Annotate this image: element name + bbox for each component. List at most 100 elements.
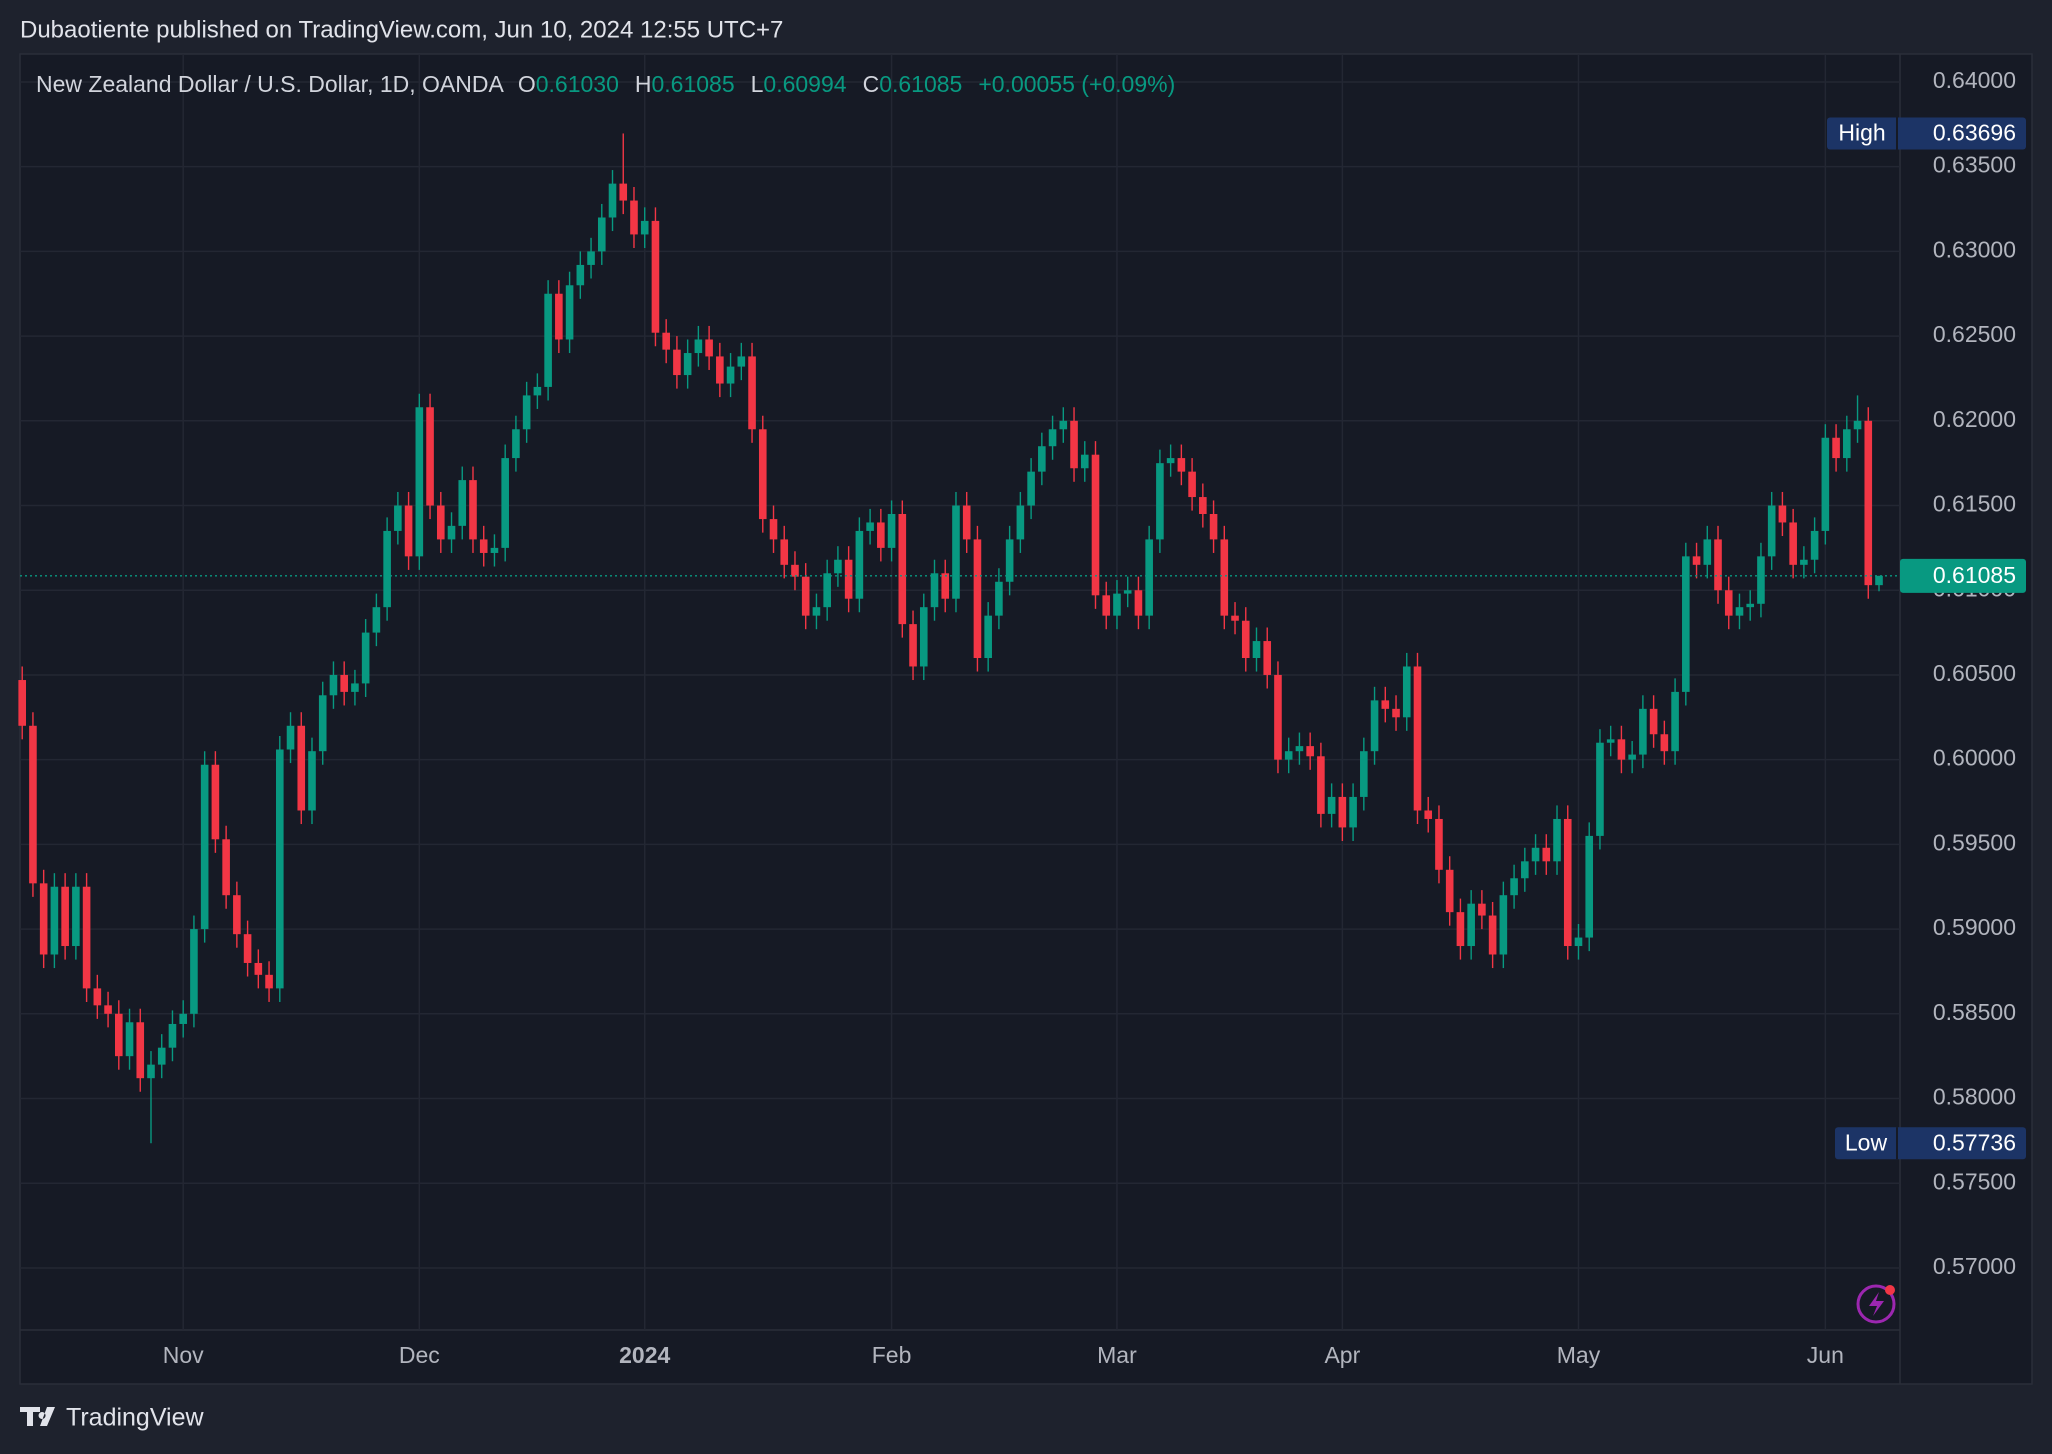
candle-body [587, 251, 595, 265]
icon-bolt[interactable] [1869, 1292, 1884, 1316]
last-price-tag [1900, 558, 2026, 593]
candle-body [415, 407, 424, 557]
candle-body [1091, 454, 1100, 596]
candle-body [1317, 756, 1325, 814]
icon-badge [1885, 1285, 1895, 1295]
candle-body [1080, 454, 1089, 469]
candle-body [1145, 539, 1153, 616]
candle-body [855, 530, 864, 599]
candle-body [286, 725, 295, 750]
candle-body [179, 1013, 187, 1024]
x-tick-label: Nov [163, 1342, 204, 1368]
candle-body [1199, 497, 1207, 514]
brand[interactable]: TradingView [20, 1404, 205, 1432]
candle-body [18, 680, 26, 726]
candle-body [1220, 539, 1229, 616]
candle-body [555, 293, 563, 340]
candle-body [447, 525, 456, 540]
candle-body [1284, 751, 1293, 760]
candle-body [308, 751, 316, 811]
candle-body [340, 674, 348, 692]
candle-body [1338, 796, 1347, 828]
candle-body [1295, 746, 1304, 752]
candle-body [1467, 903, 1475, 947]
candle-body [436, 505, 445, 540]
legend-value: 0.60994 [763, 71, 846, 97]
y-tick-label: 0.57500 [1933, 1168, 2016, 1194]
candle-body [222, 839, 230, 896]
candle-body [941, 573, 950, 599]
candle-body [1274, 674, 1282, 760]
candle-body [233, 895, 241, 935]
candle-body [297, 725, 306, 811]
candle-body [1456, 912, 1465, 947]
candle-body [1070, 420, 1078, 469]
candle-body [383, 530, 391, 608]
candle-body [501, 458, 509, 548]
y-tick-label: 0.59500 [1933, 829, 2016, 855]
candle-body [533, 386, 542, 396]
x-tick-label: Jun [1807, 1342, 1844, 1368]
candle-body [458, 480, 467, 526]
candle-body [361, 632, 370, 684]
candle-body [758, 429, 767, 520]
candle-body [1789, 522, 1797, 565]
candle-body [877, 522, 885, 548]
y-tick-label: 0.58000 [1933, 1084, 2016, 1110]
candle-body [318, 695, 327, 752]
candle-body [984, 615, 992, 659]
candle-body [1563, 818, 1572, 947]
candle-body [1724, 590, 1733, 616]
candles [18, 133, 1883, 1144]
y-tick-label: 0.62500 [1933, 321, 2016, 347]
candle-body [1177, 458, 1186, 472]
candle-body [866, 522, 874, 531]
candle-body [769, 519, 778, 540]
candle-body [190, 929, 198, 1014]
candle-body [1005, 539, 1014, 582]
candle-body [962, 505, 971, 540]
candle-body [930, 573, 939, 608]
candle-body [630, 200, 638, 235]
candle-body [1156, 463, 1164, 540]
candle-body [243, 934, 252, 963]
candle-body [82, 886, 91, 989]
candle-body [1703, 539, 1712, 565]
candle-body [737, 356, 746, 367]
candle-body [1027, 471, 1035, 506]
candle-body [1113, 593, 1121, 616]
candle-body [351, 683, 359, 692]
y-tick-label: 0.63500 [1933, 152, 2016, 178]
candle-body [791, 564, 799, 577]
icon-ring[interactable] [1856, 1284, 1896, 1324]
brand-logo[interactable] [20, 1407, 55, 1426]
candle-body [1016, 505, 1025, 540]
candle-body [1596, 742, 1604, 836]
candle-body [125, 1022, 134, 1057]
candle-body [1843, 429, 1851, 459]
x-tick-label: Feb [872, 1342, 912, 1368]
candle-body [157, 1047, 166, 1065]
candle-body [995, 581, 1003, 616]
candle-body [265, 974, 273, 989]
candle-body [1692, 556, 1701, 565]
candle-body [662, 332, 670, 350]
candle-body [1585, 835, 1594, 938]
x-tick-label: 2024 [619, 1342, 670, 1368]
candle-body [726, 366, 735, 384]
candle-body [716, 356, 724, 384]
candle-body [1617, 739, 1626, 760]
candle-body [812, 607, 821, 616]
candle-body [619, 183, 628, 201]
candle-body [329, 674, 338, 696]
candle-body [1682, 556, 1690, 692]
candle-body [748, 356, 756, 430]
candle-body [275, 749, 284, 989]
candle-body [973, 539, 982, 659]
candle-body [254, 962, 263, 975]
candle-body [50, 886, 59, 955]
candle-body [479, 539, 488, 553]
replay-icon[interactable] [1856, 1284, 1896, 1324]
brand-name[interactable]: TradingView [66, 1404, 205, 1432]
candle-body [1639, 708, 1647, 755]
